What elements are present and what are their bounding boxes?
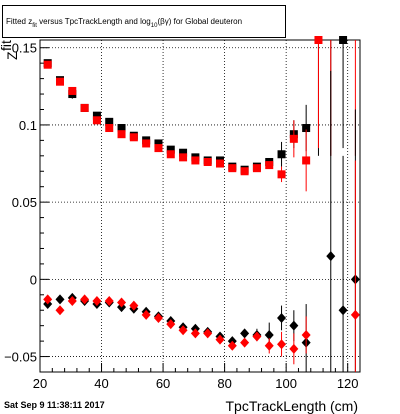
x-tick-label: 120 (337, 376, 359, 391)
data-point-diamond (117, 297, 127, 308)
data-point-square (154, 144, 163, 153)
data-point-diamond (203, 328, 213, 339)
grid-lines (40, 40, 360, 372)
data-point-square (105, 124, 114, 133)
data-point-diamond (264, 329, 274, 340)
data-point-diamond (301, 329, 311, 340)
data-point-diamond (190, 328, 200, 339)
data-point-diamond (338, 305, 348, 316)
chart-title-box: Fitted zfit versus TpcTrackLength and lo… (2, 5, 286, 38)
data-point-square (166, 145, 175, 154)
data-point-square (92, 111, 101, 120)
data-point-square (252, 164, 261, 173)
axis-tick-labels: 20 40 60 80 100 120 −0.05 0 0.05 0.1 0.15 (4, 41, 358, 391)
data-point-diamond (67, 295, 77, 306)
y-axis-title: Z fit (0, 40, 20, 60)
x-tick-label: 60 (156, 376, 170, 391)
series-3 (43, 160, 360, 372)
y-tick-label: 0 (30, 272, 37, 287)
series-2 (43, 70, 360, 372)
data-point-square (117, 130, 126, 139)
data-point-diamond (166, 319, 176, 330)
data-point-square (154, 139, 163, 148)
data-point-square (56, 77, 64, 86)
y-tick-label: −0.05 (4, 350, 37, 365)
data-point-square (166, 150, 175, 159)
svg-text:fit: fit (0, 40, 14, 51)
y-tick-label: 0.05 (12, 195, 37, 210)
data-point-square (80, 103, 89, 112)
data-point-diamond (277, 339, 287, 350)
data-point-square (289, 134, 298, 143)
axis-ticks (39, 47, 361, 373)
data-point-diamond (252, 331, 262, 342)
data-point-diamond (227, 340, 237, 351)
x-tick-label: 80 (217, 376, 231, 391)
data-point-diamond (55, 305, 65, 316)
data-point-diamond (104, 295, 114, 306)
data-point-diamond (289, 343, 299, 354)
plot-frame (39, 39, 361, 373)
data-point-diamond (55, 294, 65, 305)
data-point-diamond (80, 294, 90, 305)
data-point-square (228, 164, 237, 173)
data-point-diamond (215, 334, 225, 345)
x-tick-label: 100 (275, 376, 297, 391)
data-point-diamond (350, 309, 360, 320)
data-point-square (191, 156, 200, 165)
data-point-square (277, 150, 286, 159)
data-point-diamond (326, 251, 336, 262)
data-point-diamond (92, 295, 102, 306)
data-point-square (129, 133, 138, 142)
y-tick-label: 0.1 (19, 118, 37, 133)
data-point-diamond (277, 312, 287, 323)
data-point-diamond (43, 294, 53, 305)
data-point-square (117, 124, 126, 133)
data-point-diamond (240, 328, 250, 339)
series-1 (43, 36, 356, 192)
data-point-square (277, 170, 286, 179)
x-tick-label: 20 (33, 376, 47, 391)
data-point-square (314, 36, 323, 44)
plot-frame-rect (39, 39, 361, 373)
data-point-diamond (129, 300, 139, 311)
data-point-square (339, 36, 348, 44)
x-tick-label: 40 (94, 376, 108, 391)
data-point-square (265, 161, 274, 170)
y-tick-label: 0.15 (12, 41, 37, 56)
data-point-diamond (153, 312, 163, 323)
data-point-square (240, 167, 249, 176)
data-point-diamond (289, 320, 299, 331)
series-0 (43, 36, 348, 174)
data-point-square (179, 148, 188, 157)
data-point-diamond (141, 309, 151, 320)
svg-text:Z: Z (4, 51, 20, 60)
data-point-square (43, 60, 52, 69)
data-point-square (203, 157, 212, 166)
chart-title: Fitted zfit versus TpcTrackLength and lo… (6, 17, 242, 29)
data-point-diamond (178, 325, 188, 336)
data-point-square (105, 117, 114, 126)
data-point-square (216, 159, 224, 168)
data-point-diamond (264, 340, 274, 351)
x-axis-title: TpcTrackLength (cm) (225, 398, 358, 414)
data-point-square (179, 153, 188, 162)
data-point-square (92, 116, 101, 125)
data-point-square (68, 86, 77, 95)
data-point-square (142, 139, 151, 148)
data-point-diamond (240, 337, 250, 348)
data-point-square (302, 156, 311, 165)
plot-area (43, 36, 360, 372)
data-point-square (302, 124, 311, 133)
timestamp-footer: Sat Sep 9 11:38:11 2017 (4, 400, 105, 410)
